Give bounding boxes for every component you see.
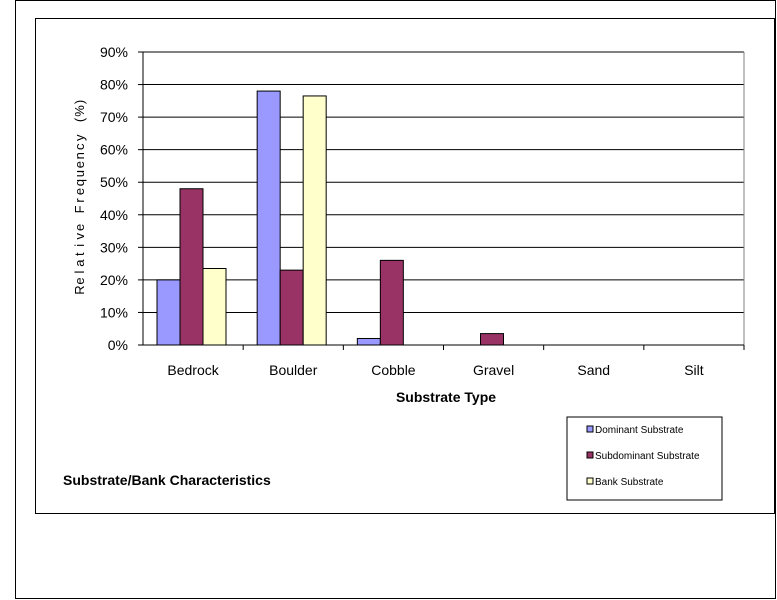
y-tick-label: 50% <box>100 174 128 190</box>
y-tick-label: 0% <box>108 337 128 353</box>
y-tick-label: 60% <box>100 142 128 158</box>
y-axis-label-char: a <box>72 259 87 267</box>
y-axis-label-char: e <box>72 188 87 195</box>
bar <box>302 95 327 346</box>
y-axis-label-char: c <box>72 143 87 150</box>
y-axis-label-char: v <box>72 233 87 240</box>
y-axis-label-char: R <box>72 285 87 294</box>
chart-frame <box>35 18 775 514</box>
y-axis-label-char: u <box>72 170 87 177</box>
x-axis-label: Substrate Type <box>396 389 496 405</box>
y-axis-label-char: l <box>72 271 87 274</box>
y-axis-label-char: % <box>72 105 87 117</box>
chart-annotation: Substrate/Bank Characteristics <box>63 472 271 488</box>
bars <box>156 90 504 346</box>
legend-label: Bank Substrate <box>595 477 664 488</box>
bar <box>202 267 227 346</box>
bar <box>379 259 404 346</box>
bar <box>179 188 204 346</box>
axes <box>138 51 745 350</box>
y-tick-label: 20% <box>100 272 128 288</box>
legend: Dominant Substrate Subdominant Substrate B… <box>566 416 723 501</box>
y-tick-label: 90% <box>100 44 128 60</box>
bar <box>256 90 281 346</box>
y-tick-label: 10% <box>100 304 128 320</box>
y-axis-label-char: t <box>72 252 87 256</box>
y-axis-label-char: ) <box>72 100 87 104</box>
y-tick-label: 30% <box>100 239 128 255</box>
y-axis-label-char: n <box>72 152 87 159</box>
y-axis-label-char: e <box>72 224 87 231</box>
x-tick-labels: Bedrock Boulder Cobble Gravel Sand Silt <box>167 362 703 378</box>
bar <box>156 279 181 346</box>
x-tick-label: Gravel <box>473 362 514 378</box>
legend-label: Subdominant Substrate <box>595 451 700 462</box>
y-tick-label: 40% <box>100 207 128 223</box>
bar <box>279 269 304 346</box>
x-tick-label: Silt <box>684 362 704 378</box>
y-axis-label-char: i <box>72 244 87 247</box>
x-tick-label: Cobble <box>371 362 416 378</box>
y-axis-label-char: e <box>72 277 87 284</box>
legend-swatch <box>586 425 594 433</box>
y-tick-label: 70% <box>100 109 128 125</box>
y-axis-label-char: ( <box>72 117 87 122</box>
bar <box>480 333 504 346</box>
legend-label: Dominant Substrate <box>595 425 684 436</box>
y-axis-label-char: q <box>72 179 87 186</box>
gridlines <box>143 51 744 313</box>
x-tick-label: Sand <box>577 362 610 378</box>
page-frame <box>15 0 776 599</box>
y-tick-labels: 0% 10% 20% 30% 40% 50% 60% 70% 80% 90% <box>100 44 128 353</box>
bar <box>356 337 381 346</box>
y-axis-label-char: r <box>72 198 87 203</box>
legend-swatch <box>586 451 594 459</box>
y-axis-label-char: e <box>72 161 87 168</box>
x-tick-label: Boulder <box>269 362 318 378</box>
y-axis-label-char: y <box>72 134 87 141</box>
y-tick-label: 80% <box>100 77 128 93</box>
legend-swatch <box>586 477 594 485</box>
x-tick-label: Bedrock <box>167 362 219 378</box>
y-axis-label-char: F <box>72 205 87 213</box>
